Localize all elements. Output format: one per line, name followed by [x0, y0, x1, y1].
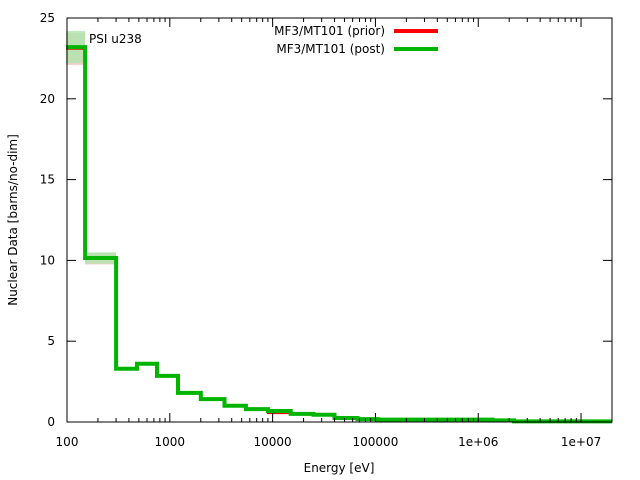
x-tick-label: 1000 — [155, 435, 186, 449]
axis-ticks — [66, 17, 613, 423]
x-tick-label: 10000 — [254, 435, 292, 449]
series-line-post — [66, 45, 612, 424]
x-tick-label: 1e+07 — [561, 435, 601, 449]
plot-frame — [66, 17, 613, 423]
y-tick-label: 10 — [40, 253, 55, 267]
y-axis-label: Nuclear Data [barns/no-dim] — [6, 134, 20, 306]
x-axis-label: Energy [eV] — [304, 461, 375, 475]
legend-label-prior: MF3/MT101 (prior) — [274, 24, 385, 38]
x-tick-label: 1e+06 — [458, 435, 498, 449]
series-lines — [66, 45, 612, 424]
y-tick-label: 20 — [40, 92, 55, 106]
y-tick-label: 0 — [47, 415, 55, 429]
y-tick-label: 5 — [47, 334, 55, 348]
x-tick-label: 100 — [56, 435, 79, 449]
x-tick-label: 100000 — [353, 435, 399, 449]
x-tick-labels: 100 1000 10000 100000 1e+06 1e+07 — [56, 435, 602, 449]
y-tick-label: 25 — [40, 11, 55, 25]
y-tick-label: 15 — [40, 173, 55, 187]
legend-label-post: MF3/MT101 (post) — [276, 42, 385, 56]
legend: MF3/MT101 (prior) MF3/MT101 (post) — [274, 24, 438, 56]
y-tick-labels: 0 5 10 15 20 25 — [40, 11, 55, 429]
plot-annotation: PSI u238 — [89, 32, 142, 46]
